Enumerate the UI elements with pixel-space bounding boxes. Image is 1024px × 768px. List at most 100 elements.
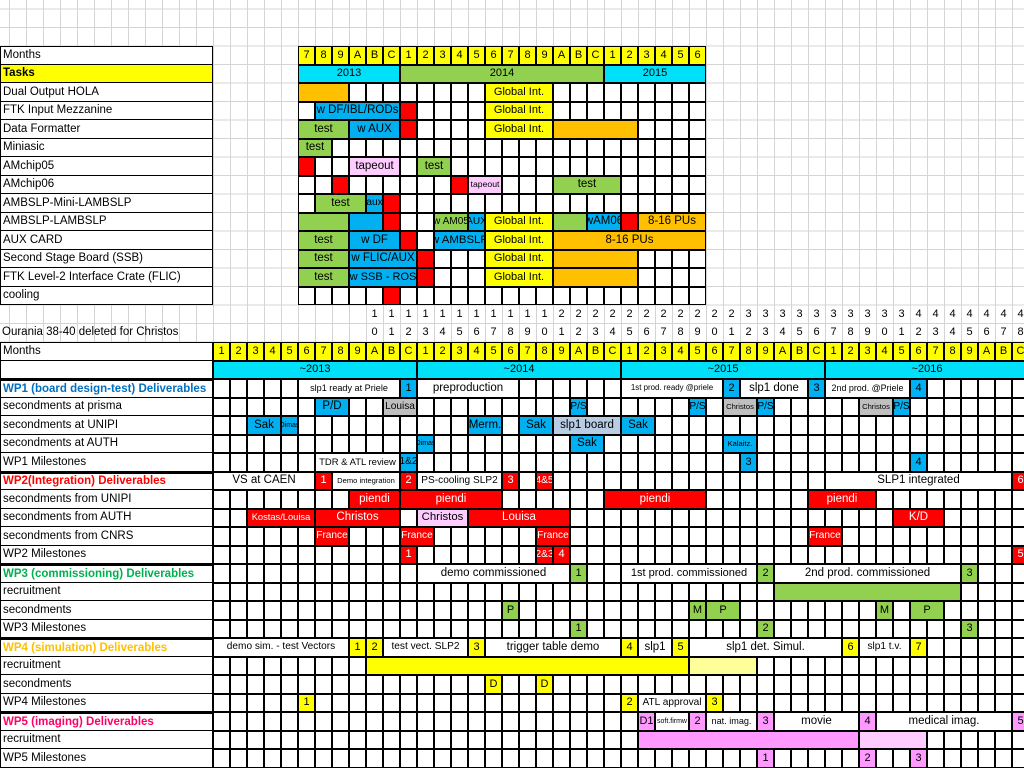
grid-cell (434, 601, 451, 620)
plan-bar: France (400, 527, 434, 546)
grid-cell (587, 490, 604, 509)
grid-cell (332, 434, 349, 453)
grid-cell (757, 656, 774, 675)
grid-cell (417, 212, 434, 231)
count-digit: 3 (796, 307, 803, 320)
grid-cell (502, 527, 519, 546)
grid-cell (230, 675, 247, 694)
grid-cell (655, 508, 672, 527)
plan-row-label: recruitment (0, 730, 213, 749)
grid-cell (485, 693, 502, 712)
plan-bar: P (502, 601, 519, 620)
grid-cell (434, 749, 451, 768)
plan-bar: piendi (808, 490, 876, 509)
task-bar: test (298, 268, 349, 287)
grid-cell (451, 120, 468, 139)
task-bar: w DF (349, 231, 400, 250)
task-label: cooling (0, 286, 213, 305)
grid-cell (961, 527, 978, 546)
plan-row-label: secondments (0, 601, 213, 620)
count-digit: 8 (847, 326, 854, 339)
task-bar: w AM05 (434, 212, 468, 231)
plan-row-label: recruitment (0, 582, 213, 601)
grid-cell (638, 545, 655, 564)
grid-cell (553, 83, 570, 102)
grid-cell (332, 749, 349, 768)
plan-bar: P/D (315, 397, 349, 416)
grid-cell (213, 675, 230, 694)
grid-cell (587, 138, 604, 157)
grid-cell (655, 453, 672, 472)
grid-cell (961, 545, 978, 564)
grid-cell (791, 397, 808, 416)
grid-cell (315, 545, 332, 564)
grid-cell (638, 508, 655, 527)
plan-bar: 1 (315, 471, 332, 490)
count-digit: 1 (388, 326, 395, 339)
grid-cell (519, 730, 536, 749)
task-bar (553, 120, 638, 139)
plan-bar: Merm. (468, 416, 502, 435)
plan-bar: slp1 t.v. (859, 638, 910, 657)
task-bar (298, 83, 349, 102)
grid-cell (587, 619, 604, 638)
grid-cell (961, 582, 978, 601)
count-digit: 4 (915, 307, 922, 320)
task-bar: test (298, 231, 349, 250)
grid-cell (672, 120, 689, 139)
grid-cell (1012, 693, 1024, 712)
grid-cell (791, 490, 808, 509)
grid-cell (451, 157, 468, 176)
grid-cell (978, 379, 995, 398)
grid-cell (1012, 601, 1024, 620)
grid-cell (451, 527, 468, 546)
grid-cell (808, 619, 825, 638)
grid-cell (638, 83, 655, 102)
grid-cell (944, 527, 961, 546)
count-digit: 2 (575, 326, 582, 339)
grid-cell (502, 712, 519, 731)
grid-cell (298, 712, 315, 731)
grid-cell (587, 194, 604, 213)
grid-cell (995, 379, 1012, 398)
month-cell: A (366, 342, 383, 361)
grid-cell (536, 286, 553, 305)
grid-cell (468, 249, 485, 268)
grid-cell (417, 175, 434, 194)
grid-cell (434, 693, 451, 712)
grid-cell (400, 157, 417, 176)
task-bar (349, 212, 383, 231)
grid-cell (485, 619, 502, 638)
grid-cell (298, 175, 315, 194)
grid-cell (230, 397, 247, 416)
grid-cell (417, 619, 434, 638)
grid-cell (927, 675, 944, 694)
grid-cell (247, 675, 264, 694)
grid-cell (230, 453, 247, 472)
grid-cell (604, 471, 621, 490)
grid-cell (638, 249, 655, 268)
grid-cell (944, 545, 961, 564)
count-digit: 4 (932, 307, 939, 320)
grid-cell (995, 638, 1012, 657)
grid-cell (553, 693, 570, 712)
count-digit: 2 (677, 307, 684, 320)
grid-cell (961, 675, 978, 694)
grid-cell (638, 157, 655, 176)
task-bar (383, 194, 400, 213)
task-bar: w AUX (349, 120, 400, 139)
grid-cell (213, 397, 230, 416)
grid-cell (332, 490, 349, 509)
grid-cell (230, 379, 247, 398)
grid-cell (519, 749, 536, 768)
grid-cell (230, 490, 247, 509)
grid-cell (978, 601, 995, 620)
grid-cell (264, 453, 281, 472)
grid-cell (961, 749, 978, 768)
grid-cell (706, 416, 723, 435)
grid-cell (281, 397, 298, 416)
grid-cell (502, 453, 519, 472)
grid-cell (434, 545, 451, 564)
grid-cell (383, 749, 400, 768)
plan-bar: slp1 (638, 638, 672, 657)
